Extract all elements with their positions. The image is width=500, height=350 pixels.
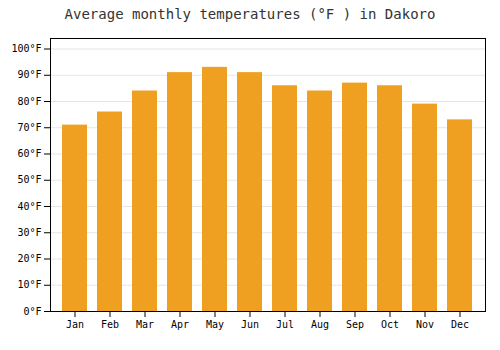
svg-text:80°F: 80°F (17, 96, 41, 107)
svg-text:0°F: 0°F (23, 306, 41, 317)
svg-text:40°F: 40°F (17, 201, 41, 212)
svg-text:Apr: Apr (171, 319, 189, 330)
svg-text:Jul: Jul (276, 319, 294, 330)
svg-text:70°F: 70°F (17, 122, 41, 133)
svg-text:Nov: Nov (416, 319, 434, 330)
svg-text:Dec: Dec (451, 319, 469, 330)
svg-text:30°F: 30°F (17, 227, 41, 238)
svg-text:May: May (206, 319, 224, 330)
svg-text:100°F: 100°F (11, 43, 41, 54)
svg-text:Sep: Sep (346, 319, 364, 330)
svg-text:90°F: 90°F (17, 69, 41, 80)
svg-text:Aug: Aug (311, 319, 329, 330)
svg-text:Feb: Feb (101, 319, 119, 330)
svg-text:20°F: 20°F (17, 253, 41, 264)
svg-text:60°F: 60°F (17, 148, 41, 159)
svg-text:Oct: Oct (381, 319, 399, 330)
svg-text:50°F: 50°F (17, 174, 41, 185)
svg-text:10°F: 10°F (17, 279, 41, 290)
svg-text:Jan: Jan (66, 319, 84, 330)
svg-text:Jun: Jun (241, 319, 259, 330)
svg-text:Mar: Mar (136, 319, 154, 330)
html-text:Average monthly temperatures (: Average monthly temperatures (°F ) in Da… (64, 6, 436, 22)
